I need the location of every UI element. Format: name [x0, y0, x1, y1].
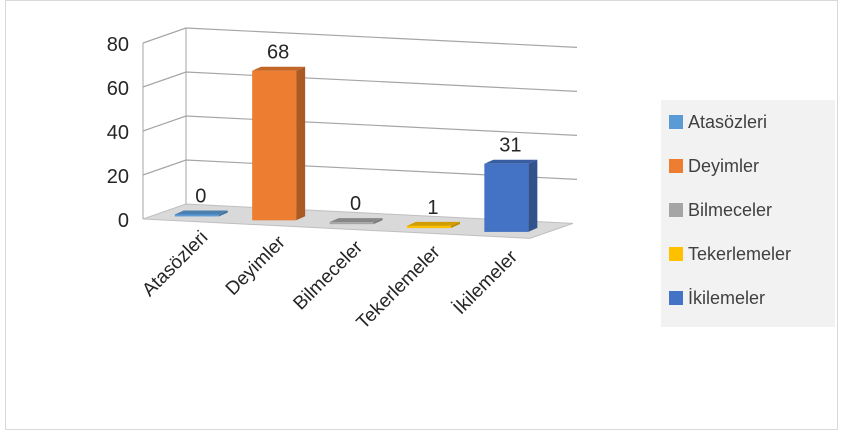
- y-tick-label: 20: [107, 166, 129, 188]
- bar-side: [218, 210, 228, 217]
- y-tick-label: 0: [118, 210, 129, 232]
- bar-front: [406, 225, 451, 229]
- bar-top: [252, 66, 306, 71]
- legend-box: [661, 100, 835, 327]
- data-label: 31: [499, 135, 521, 157]
- bar-side: [296, 66, 306, 221]
- bar-front: [252, 70, 297, 221]
- bar-front: [484, 163, 529, 232]
- gridline: [142, 27, 578, 48]
- bar: [174, 210, 228, 217]
- legend-label: Atasözleri: [688, 112, 767, 132]
- y-tick-label: 40: [107, 122, 129, 144]
- data-label: 1: [427, 197, 438, 219]
- gridline: [142, 115, 578, 136]
- bar-front: [329, 222, 374, 225]
- category-label: Atasözleri: [138, 227, 212, 301]
- bar-top: [174, 210, 228, 215]
- bar-front: [174, 214, 219, 217]
- bar: [252, 66, 306, 221]
- y-tick-label: 60: [107, 78, 129, 100]
- legend-label: İkilemeler: [688, 288, 765, 308]
- bar: [329, 218, 383, 225]
- y-tick-label: 80: [107, 34, 129, 56]
- data-label: 0: [350, 193, 361, 215]
- data-label: 68: [267, 42, 289, 64]
- bar: [484, 159, 538, 232]
- bar-side: [450, 221, 460, 229]
- legend-label: Deyimler: [688, 156, 759, 176]
- bar-side: [373, 218, 383, 225]
- category-label: Bilmeceler: [290, 236, 368, 314]
- data-label: 0: [195, 185, 206, 207]
- bar: [406, 221, 460, 229]
- legend-swatch: [669, 203, 683, 217]
- category-label: Tekerlemeler: [353, 241, 445, 333]
- category-label: İkilemeler: [450, 246, 523, 319]
- legend-label: Tekerlemeler: [688, 244, 791, 264]
- legend-swatch: [669, 247, 683, 261]
- gridline: [142, 71, 578, 92]
- legend-swatch: [669, 115, 683, 129]
- bar-top: [484, 159, 538, 164]
- legend-label: Bilmeceler: [688, 200, 772, 220]
- category-label: Deyimler: [222, 232, 290, 300]
- bar-top: [329, 218, 383, 223]
- bar-top: [406, 221, 460, 226]
- bar-side: [528, 159, 538, 232]
- legend-swatch: [669, 159, 683, 173]
- legend-swatch: [669, 291, 683, 305]
